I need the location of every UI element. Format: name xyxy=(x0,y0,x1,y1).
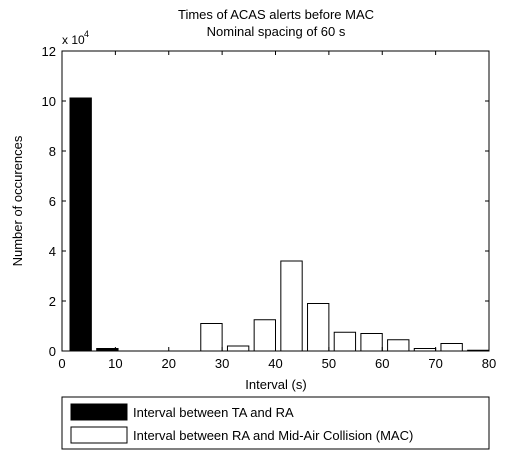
legend-swatch-ra-mac xyxy=(70,426,128,444)
x-tick-label-80: 80 xyxy=(482,356,496,371)
y-tick-label-0: 0 xyxy=(49,344,56,359)
legend-box xyxy=(61,396,490,450)
bar-series1-bin-1 xyxy=(69,97,92,352)
y-tick-label-8: 8 xyxy=(49,144,56,159)
x-tick-label-0: 0 xyxy=(58,356,65,371)
x-axis-label: Interval (s) xyxy=(245,377,306,392)
bar-series2-bin-7 xyxy=(360,333,383,352)
y-tick-label-4: 4 xyxy=(49,244,56,259)
legend: Interval between TA and RA Interval betw… xyxy=(61,396,490,450)
bar-series2-bin-10 xyxy=(440,343,463,352)
y-tick-label-6: 6 xyxy=(49,194,56,209)
y-scale-exponent: 4 xyxy=(84,29,89,39)
bar-series2-bin-2 xyxy=(226,345,250,352)
y-tick-label-10: 10 xyxy=(42,94,56,109)
bar-series2-bin-5 xyxy=(307,303,330,352)
y-tick-label-12: 12 xyxy=(42,44,56,59)
bars-group xyxy=(69,97,490,352)
bar-series2-bin-8 xyxy=(387,339,410,352)
legend-swatch-ta-ra xyxy=(70,403,128,421)
y-scale-label: x 10 xyxy=(62,33,85,47)
legend-label-ra-mac: Interval between RA and Mid-Air Collisio… xyxy=(133,428,413,443)
chart-title-line-1: Times of ACAS alerts before MAC xyxy=(178,7,374,22)
bar-series2-bin-3 xyxy=(253,319,276,352)
plot-area-frame xyxy=(61,50,490,352)
legend-label-ta-ra: Interval between TA and RA xyxy=(133,405,294,420)
chart-title-line-2: Nominal spacing of 60 s xyxy=(207,24,346,39)
y-tick-label-2: 2 xyxy=(49,294,56,309)
bar-series2-bin-1 xyxy=(200,323,223,352)
x-tick-label-20: 20 xyxy=(162,356,176,371)
axes-group: 0 10 20 30 40 50 60 70 80 0 2 4 6 8 10 12 xyxy=(42,44,497,371)
x-tick-label-30: 30 xyxy=(215,356,229,371)
x-tick-label-10: 10 xyxy=(108,356,122,371)
bar-series2-bin-6 xyxy=(333,331,357,352)
y-axis-label: Number of occurences xyxy=(10,135,25,266)
bar-series2-bin-4 xyxy=(280,260,303,352)
x-tick-label-70: 70 xyxy=(428,356,442,371)
x-tick-label-60: 60 xyxy=(375,356,389,371)
x-tick-label-50: 50 xyxy=(322,356,336,371)
x-tick-label-40: 40 xyxy=(268,356,282,371)
